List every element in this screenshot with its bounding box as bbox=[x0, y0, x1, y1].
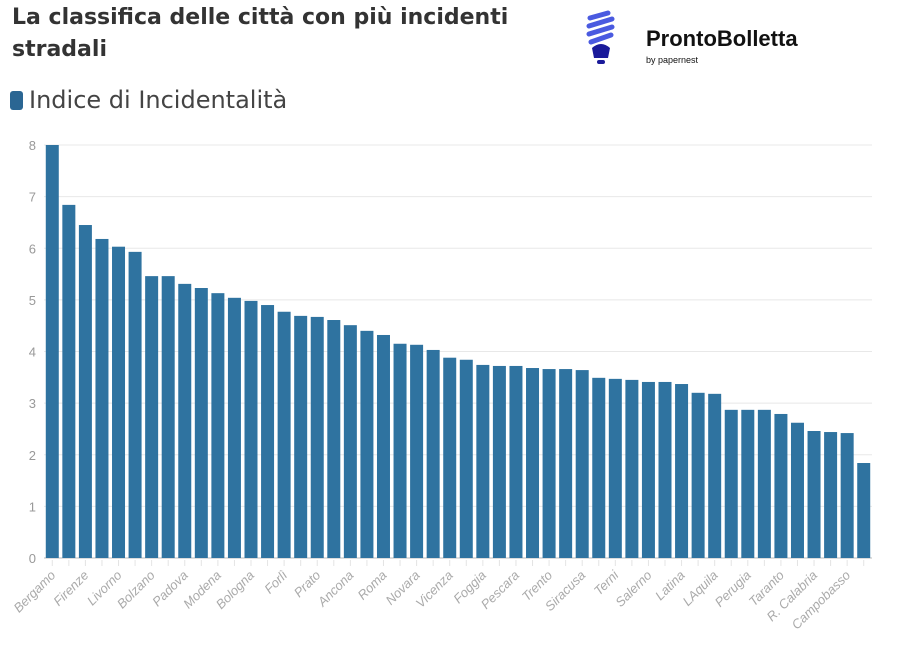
bar bbox=[608, 378, 622, 558]
bar bbox=[45, 145, 59, 558]
bar bbox=[857, 463, 871, 558]
bar bbox=[227, 297, 241, 558]
bar bbox=[211, 293, 225, 558]
lightbulb-icon bbox=[586, 10, 615, 64]
prontobolletta-logo: ProntoBolletta by papernest bbox=[584, 10, 824, 70]
legend: Indice di Incidentalità bbox=[10, 86, 287, 114]
bar bbox=[575, 370, 589, 558]
bar bbox=[62, 204, 76, 558]
bar bbox=[95, 238, 109, 558]
bar bbox=[559, 369, 573, 558]
bar bbox=[675, 384, 689, 558]
bar bbox=[393, 343, 407, 558]
y-tick-label: 1 bbox=[29, 499, 36, 514]
bar bbox=[708, 393, 722, 558]
bar bbox=[625, 379, 639, 558]
y-tick-label: 3 bbox=[29, 396, 36, 411]
logo-byline: by papernest bbox=[646, 55, 699, 65]
bar bbox=[807, 431, 821, 558]
bar bbox=[426, 349, 440, 558]
bar bbox=[277, 311, 291, 558]
bar bbox=[476, 364, 490, 558]
bar bbox=[112, 246, 126, 559]
x-tick-label: Bergamo bbox=[10, 568, 58, 616]
y-tick-label: 4 bbox=[29, 345, 36, 360]
bar bbox=[658, 381, 672, 558]
bar bbox=[343, 325, 357, 558]
bar bbox=[178, 283, 192, 558]
bar bbox=[526, 368, 540, 558]
legend-label: Indice di Incidentalità bbox=[29, 86, 288, 114]
bar bbox=[294, 315, 308, 558]
bar bbox=[542, 369, 556, 558]
bar bbox=[360, 330, 374, 558]
bar bbox=[78, 225, 92, 559]
x-tick-label: Salerno bbox=[612, 568, 654, 610]
y-tick-label: 8 bbox=[29, 138, 36, 153]
x-tick-label: Ancona bbox=[314, 568, 356, 610]
bar bbox=[757, 409, 771, 558]
bar bbox=[443, 357, 457, 558]
bar bbox=[641, 381, 655, 558]
chart-title: La classifica delle città con più incide… bbox=[12, 5, 509, 62]
bar bbox=[790, 422, 804, 558]
bar bbox=[592, 377, 606, 558]
bar bbox=[774, 413, 788, 558]
bar bbox=[128, 251, 142, 558]
bar bbox=[310, 316, 324, 558]
bar bbox=[161, 276, 175, 558]
bar bbox=[327, 320, 341, 558]
x-tick-label: Forlì bbox=[261, 567, 290, 596]
y-tick-label: 7 bbox=[29, 190, 36, 205]
bar bbox=[824, 432, 838, 558]
bar bbox=[145, 276, 159, 558]
y-tick-label: 5 bbox=[29, 293, 36, 308]
bar bbox=[194, 288, 208, 558]
bar bbox=[741, 409, 755, 558]
bar bbox=[459, 359, 473, 558]
legend-swatch bbox=[10, 90, 23, 110]
bar bbox=[509, 365, 523, 558]
bar bbox=[724, 409, 738, 558]
y-tick-label: 2 bbox=[29, 448, 36, 463]
bar bbox=[840, 433, 854, 558]
bar bbox=[492, 365, 506, 558]
bar bbox=[261, 305, 275, 558]
x-tick-label: Perugia bbox=[712, 568, 754, 610]
bar bbox=[691, 392, 705, 558]
logo-name: ProntoBolletta bbox=[646, 26, 798, 51]
bar bbox=[376, 334, 390, 558]
x-tick-label: Vicenza bbox=[413, 568, 456, 611]
bar bbox=[244, 300, 258, 558]
y-tick-label: 6 bbox=[29, 241, 36, 256]
x-tick-label: Firenze bbox=[50, 568, 91, 609]
bar bbox=[410, 344, 424, 558]
y-tick-label: 0 bbox=[29, 551, 36, 566]
